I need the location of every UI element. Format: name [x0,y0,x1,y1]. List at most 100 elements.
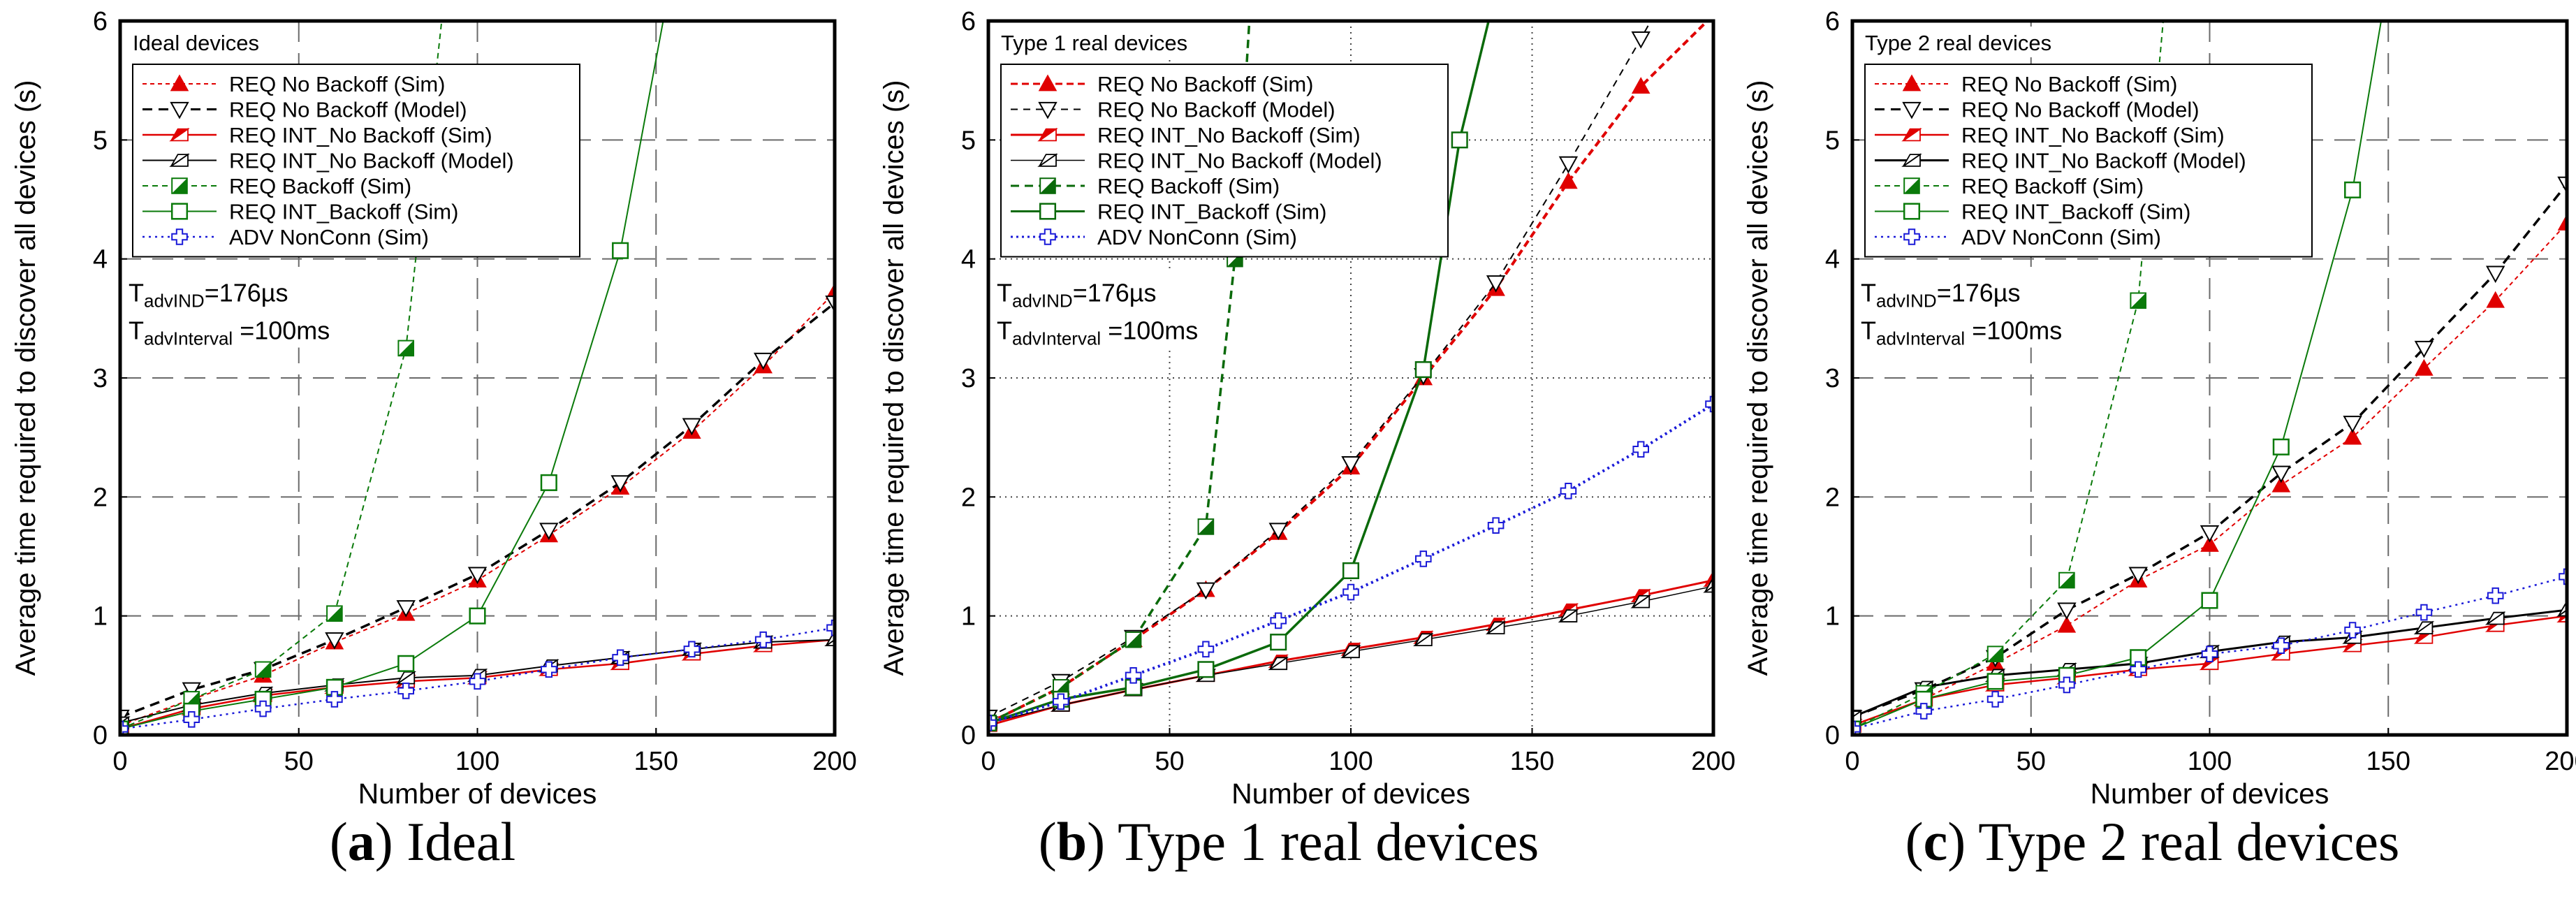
x-tick-label: 50 [2017,747,2046,776]
y-tick-label: 5 [93,126,108,155]
data-point [1852,720,1861,735]
caption-b: (b) Type 1 real devices [1038,811,1539,872]
data-point [2414,340,2434,358]
legend-marker [1039,177,1056,194]
chart-type1: 0 50 100 150 200 0 1 2 3 4 5 6 Number of devices Aver… [879,7,1736,810]
data-point [539,523,559,541]
legend-label: ADV NonConn (Sim) [1961,225,2161,249]
data-point [1451,131,1468,149]
legend-marker [171,228,188,245]
legend-item: REQ INT_No Backoff (Sim) [1011,123,1361,147]
series-group [120,21,835,735]
legend-label: REQ No Backoff (Model) [1961,98,2200,122]
legend-label: REQ Backoff (Sim) [1097,174,1280,198]
chart-title-box: Type 2 real devices [1859,27,2090,57]
data-point [2487,587,2504,604]
x-axis-title: Number of devices [358,778,597,810]
parameter-annotation: TadvIND=176µs TadvInterval =100ms [126,269,335,349]
legend-label: REQ INT_Backoff (Sim) [229,200,458,224]
y-axis-title: Average time required to discover all de… [1743,80,1773,676]
data-point [1986,646,2004,662]
data-point [612,649,629,666]
y-tick-label: 5 [1825,126,1840,155]
panel-b: 0 50 100 150 200 0 1 2 3 4 5 6 Number of devices Aver… [863,0,1736,897]
legend-label: REQ No Backoff (Sim) [1097,72,1314,96]
data-point [2058,571,2075,589]
data-point [1632,441,1649,458]
data-point [1560,483,1577,499]
data-point [1559,172,1578,189]
data-point [1340,644,1361,659]
data-point [612,242,629,259]
data-point [1341,456,1361,474]
legend-label: REQ No Backoff (Model) [229,98,467,122]
annotation-line-1: TadvIND=176µs [1861,279,2021,312]
data-point [2343,428,2362,445]
x-tick-label: 50 [1155,747,1184,776]
x-tick-label: 0 [981,747,995,776]
data-point [2344,622,2361,639]
x-tick-label: 50 [284,747,314,776]
data-point [540,474,557,491]
y-tick-label: 2 [93,483,108,512]
plot-border [118,19,837,737]
data-point [1197,661,1215,678]
y-tick-label: 4 [1825,245,1840,275]
legend-label: REQ No Backoff (Model) [1097,98,1335,122]
data-point [120,720,129,735]
data-point [988,715,997,731]
legend-label: REQ Backoff (Sim) [229,174,411,198]
data-point [2128,567,2148,585]
y-axis-title: Average time required to discover all de… [879,80,909,676]
data-point [1630,595,1652,608]
x-axis-title: Number of devices [2091,778,2329,810]
data-point [1053,693,1069,710]
chart-ideal: 0 50 100 150 200 0 1 2 3 4 5 6 Number of devices Aver… [10,7,857,810]
annotation-line-2: TadvInterval =100ms [1861,316,2062,349]
parameter-annotation: TadvIND=176µs TadvInterval =100ms [994,269,1203,349]
legend-item: REQ INT_Backoff (Sim) [1875,200,2190,224]
data-point [2201,592,2218,609]
series-line [988,21,1710,724]
legend-item: REQ No Backoff (Model) [1011,98,1335,122]
data-point [2343,416,2362,433]
y-tick-label: 0 [961,721,976,750]
data-point [2273,637,2290,655]
legend-item: ADV NonConn (Sim) [142,225,429,249]
data-point [1268,523,1288,541]
panel-a: 0 50 100 150 200 0 1 2 3 4 5 6 Number of devices Aver… [0,0,857,897]
data-point [397,655,415,672]
data-point [1631,77,1651,94]
data-point [1196,582,1216,600]
data-point [2058,676,2075,694]
plot-border [986,19,1715,737]
caption-a: (a) Ideal [329,811,516,872]
data-point [254,700,272,717]
legend-label: ADV NonConn (Sim) [1097,225,1297,249]
x-tick-label: 0 [1845,747,1859,776]
data-point [397,340,415,357]
y-tick-label: 6 [1825,7,1840,36]
legend-label: REQ INT_No Backoff (Model) [1097,149,1382,173]
x-tick-label: 200 [2545,747,2576,776]
legend-marker [1901,127,1922,142]
y-tick-label: 4 [93,245,108,275]
data-point [1558,608,1579,622]
data-point [1486,275,1506,293]
legend-item: REQ INT_No Backoff (Model) [142,149,514,173]
legend-item: REQ INT_No Backoff (Model) [1011,149,1382,173]
legend-marker [170,74,189,92]
data-point [1487,517,1505,534]
legend-label: ADV NonConn (Sim) [229,225,429,249]
data-point [2130,661,2146,678]
y-tick-label: 4 [961,245,976,275]
legend-label: REQ INT_No Backoff (Model) [1961,149,2246,173]
legend-label: REQ No Backoff (Sim) [229,72,446,96]
panel-c: 0 50 100 150 200 0 1 2 3 4 5 6 Number of devices Aver… [1729,0,2576,897]
legend-marker [1038,74,1058,92]
series-line [120,21,443,730]
data-point [2130,292,2147,309]
legend-item: REQ Backoff (Sim) [1875,174,2144,198]
data-point [397,683,414,699]
chart-title-box: Type 1 real devices [995,27,1219,57]
